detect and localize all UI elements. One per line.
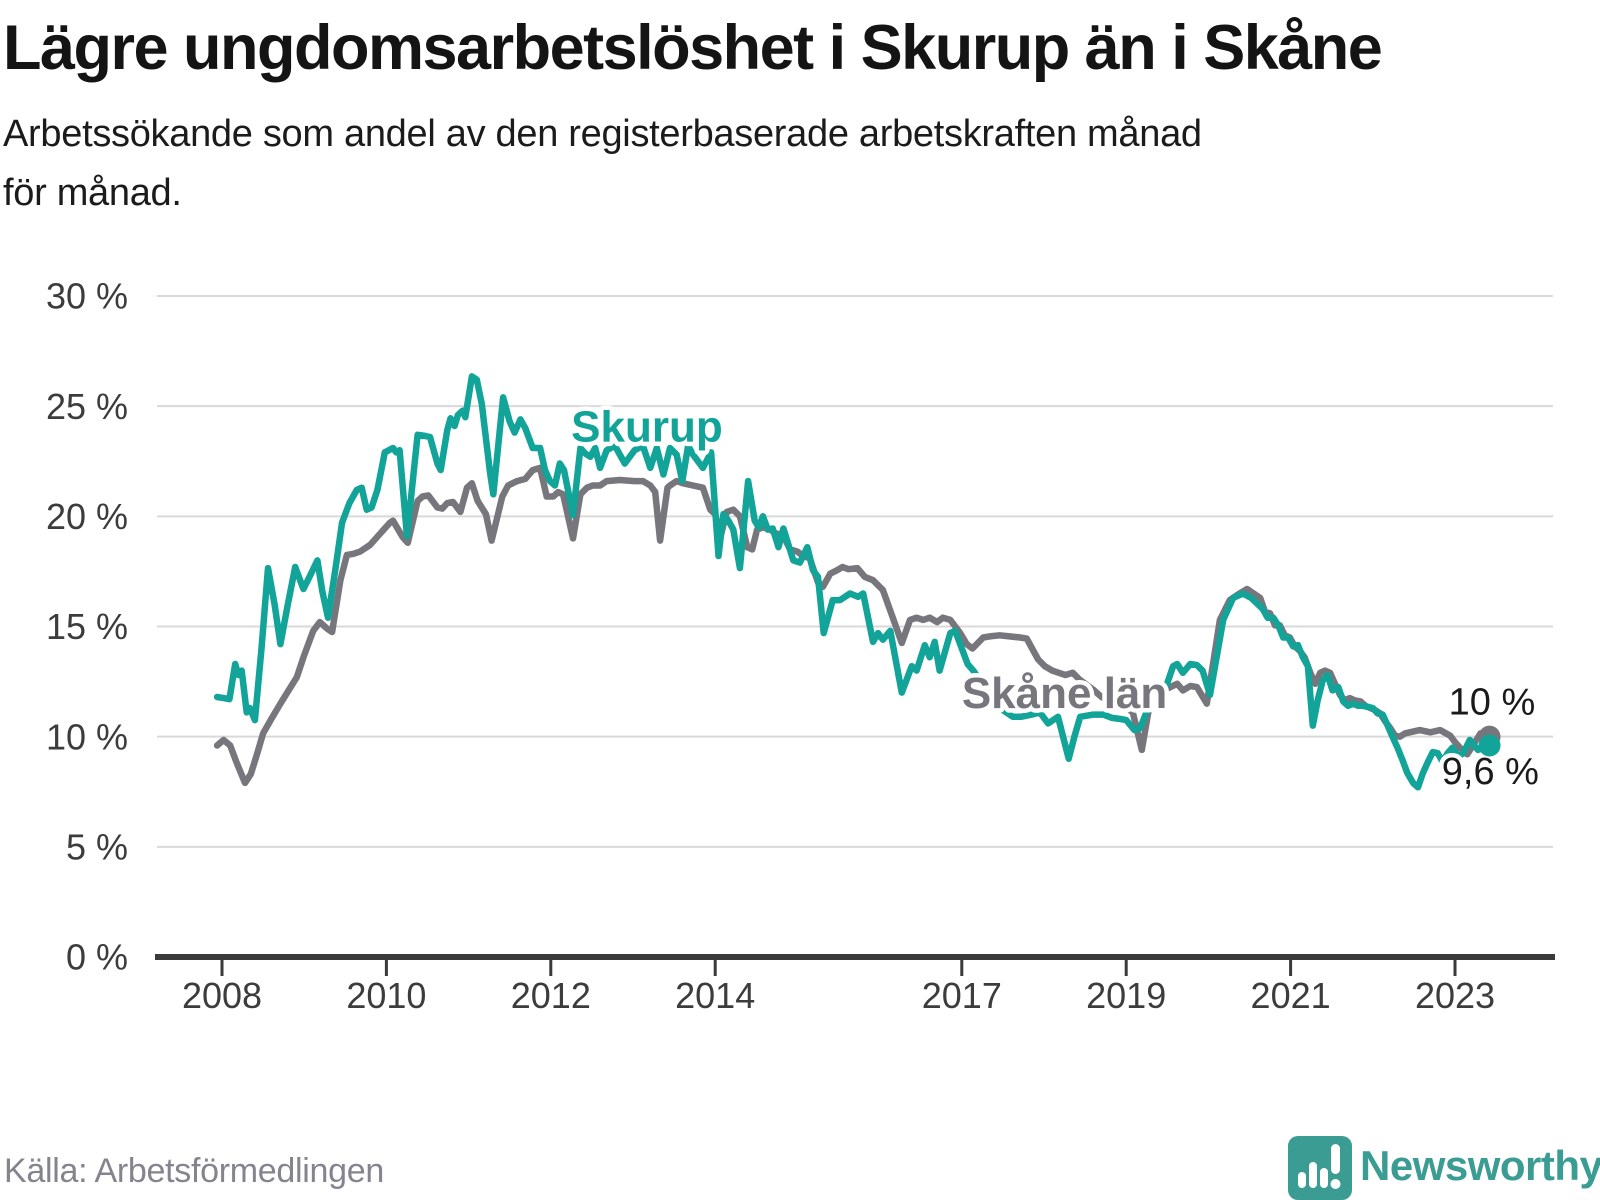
x-tick-label: 2019 (1086, 975, 1166, 1016)
y-tick-label: 0 % (66, 937, 128, 978)
y-tick-label: 25 % (46, 386, 128, 427)
x-tick-label: 2010 (346, 975, 426, 1016)
y-tick-label: 10 % (46, 716, 128, 757)
end-dot-skurup (1478, 734, 1501, 757)
chart-subtitle: Arbetssökande som andel av den registerb… (3, 113, 1202, 215)
x-tick-label: 2023 (1415, 975, 1495, 1016)
logo-bar-3 (1320, 1168, 1328, 1188)
y-tick-label: 5 % (66, 826, 128, 867)
logo-exclamation-bar (1331, 1144, 1340, 1174)
logo-bar-2 (1309, 1162, 1317, 1188)
chart-header: Lägre ungdomsarbetslöshet i Skurup än i … (3, 0, 1597, 223)
source-note: Källa: Arbetsförmedlingen (4, 1152, 384, 1190)
y-tick-label: 30 % (46, 276, 128, 317)
x-tick-label: 2017 (922, 975, 1002, 1016)
y-tick-label: 15 % (46, 606, 128, 647)
x-tick-label: 2014 (675, 975, 755, 1016)
logo-bubble (1288, 1136, 1352, 1200)
newsworthy-logo-icon (1288, 1136, 1352, 1200)
page-title: Lägre ungdomsarbetslöshet i Skurup än i … (3, 13, 1383, 83)
logo-exclamation-dot (1330, 1179, 1341, 1189)
y-tick-label: 20 % (46, 496, 128, 537)
series-label-skurup: Skurup (571, 402, 723, 451)
x-tick-label: 2021 (1251, 975, 1331, 1016)
x-tick-label: 2008 (182, 975, 262, 1016)
series-line-skurup (213, 373, 1493, 791)
logo-bar-1 (1298, 1172, 1306, 1188)
series-label-skane-lan: Skåne län (962, 669, 1167, 718)
x-tick-label: 2012 (511, 975, 591, 1016)
newsworthy-logo-text: Newsworthy (1360, 1142, 1600, 1189)
end-value-skane: 10 % (1449, 682, 1536, 724)
end-value-skurup: 9,6 % (1442, 751, 1539, 793)
newsworthy-logo[interactable]: Newsworthy (1284, 1128, 1600, 1200)
